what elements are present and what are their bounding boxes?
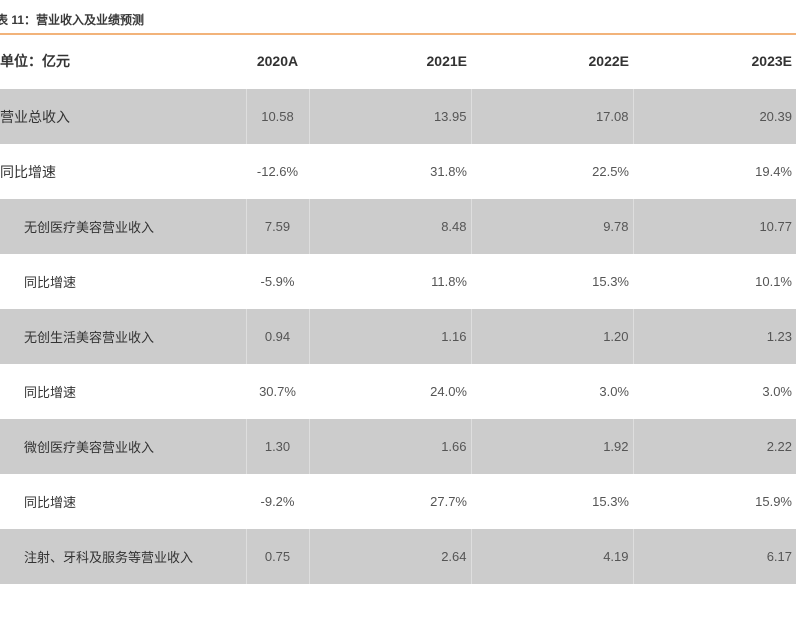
cell-2020a: -5.9%	[260, 274, 295, 289]
header-row: 单位：亿元 2020A 2021E 2022E 2023E	[0, 35, 796, 87]
header-2022e: 2022E	[588, 53, 629, 69]
header-2020a: 2020A	[256, 53, 299, 69]
cell-2022e: 1.20	[470, 309, 633, 364]
row-label: 同比增速	[0, 163, 56, 180]
cell-2023e: 10.1%	[755, 274, 792, 289]
cell-2022e: 4.19	[470, 529, 633, 584]
cell-2020a: 10.58	[245, 89, 309, 144]
cell-2021e: 31.8%	[430, 164, 467, 179]
cell-2021e: 8.48	[308, 199, 471, 254]
cell-2023e: 1.23	[632, 309, 796, 364]
cell-2022e: 15.3%	[592, 494, 629, 509]
cell-2022e: 3.0%	[599, 384, 629, 399]
row-label: 无创生活美容营业收入	[0, 309, 246, 364]
table-row-noninvasive-medical-growth: 同比增速 -5.9% 11.8% 15.3% 10.1%	[0, 254, 796, 309]
table-row-total-revenue: 营业总收入 10.58 13.95 17.08 20.39	[0, 89, 796, 144]
cell-2021e: 1.16	[308, 309, 471, 364]
cell-2020a: 0.75	[245, 529, 309, 584]
cell-2023e: 6.17	[632, 529, 796, 584]
revenue-forecast-table: 单位：亿元 2020A 2021E 2022E 2023E 营业总收入 10.5…	[0, 35, 796, 584]
row-label: 微创医疗美容营业收入	[0, 419, 246, 474]
cell-2020a: 0.94	[245, 309, 309, 364]
cell-2023e: 20.39	[632, 89, 796, 144]
header-unit: 单位：亿元	[0, 53, 70, 69]
cell-2020a: -12.6%	[256, 164, 299, 179]
row-label: 营业总收入	[0, 89, 246, 144]
table-row-noninvasive-lifestyle-revenue: 无创生活美容营业收入 0.94 1.16 1.20 1.23	[0, 309, 796, 364]
table-body: 营业总收入 10.58 13.95 17.08 20.39 同比增速 -12.6…	[0, 87, 796, 584]
cell-2022e: 9.78	[470, 199, 633, 254]
table-row-minimally-invasive-revenue: 微创医疗美容营业收入 1.30 1.66 1.92 2.22	[0, 419, 796, 474]
row-label: 注射、牙科及服务等营业收入	[0, 529, 246, 584]
header-2021e: 2021E	[426, 53, 467, 69]
cell-2022e: 1.92	[470, 419, 633, 474]
cell-2023e: 19.4%	[755, 164, 792, 179]
row-label: 同比增速	[24, 275, 77, 290]
table-row-noninvasive-lifestyle-growth: 同比增速 30.7% 24.0% 3.0% 3.0%	[0, 364, 796, 419]
cell-2022e: 22.5%	[592, 164, 629, 179]
header-2023e: 2023E	[751, 53, 792, 69]
table-caption: 表 11：营业收入及业绩预测	[0, 13, 145, 27]
cell-2021e: 13.95	[308, 89, 471, 144]
cell-2023e: 3.0%	[762, 384, 792, 399]
row-label: 同比增速	[24, 495, 77, 510]
cell-2022e: 17.08	[470, 89, 633, 144]
top-rule	[0, 33, 796, 35]
cell-2020a: 7.59	[245, 199, 309, 254]
cell-2021e: 2.64	[308, 529, 471, 584]
cell-2020a: 1.30	[245, 419, 309, 474]
table-row-minimally-invasive-growth: 同比增速 -9.2% 27.7% 15.3% 15.9%	[0, 474, 796, 529]
cell-2021e: 27.7%	[430, 494, 467, 509]
table-header: 单位：亿元 2020A 2021E 2022E 2023E	[0, 35, 796, 87]
cell-2020a: -9.2%	[260, 494, 295, 509]
row-label: 无创医疗美容营业收入	[0, 199, 246, 254]
cell-2022e: 15.3%	[592, 274, 629, 289]
cell-2023e: 2.22	[632, 419, 796, 474]
cell-2023e: 10.77	[632, 199, 796, 254]
row-label: 同比增速	[24, 385, 77, 400]
cell-2021e: 11.8%	[431, 274, 467, 289]
cell-2023e: 15.9%	[755, 494, 792, 509]
cell-2021e: 24.0%	[430, 384, 467, 399]
cell-2020a: 30.7%	[259, 384, 296, 399]
table-row-injection-dental-services-revenue: 注射、牙科及服务等营业收入 0.75 2.64 4.19 6.17	[0, 529, 796, 584]
table-row-noninvasive-medical-revenue: 无创医疗美容营业收入 7.59 8.48 9.78 10.77	[0, 199, 796, 254]
cell-2021e: 1.66	[308, 419, 471, 474]
table-row-total-growth: 同比增速 -12.6% 31.8% 22.5% 19.4%	[0, 144, 796, 199]
